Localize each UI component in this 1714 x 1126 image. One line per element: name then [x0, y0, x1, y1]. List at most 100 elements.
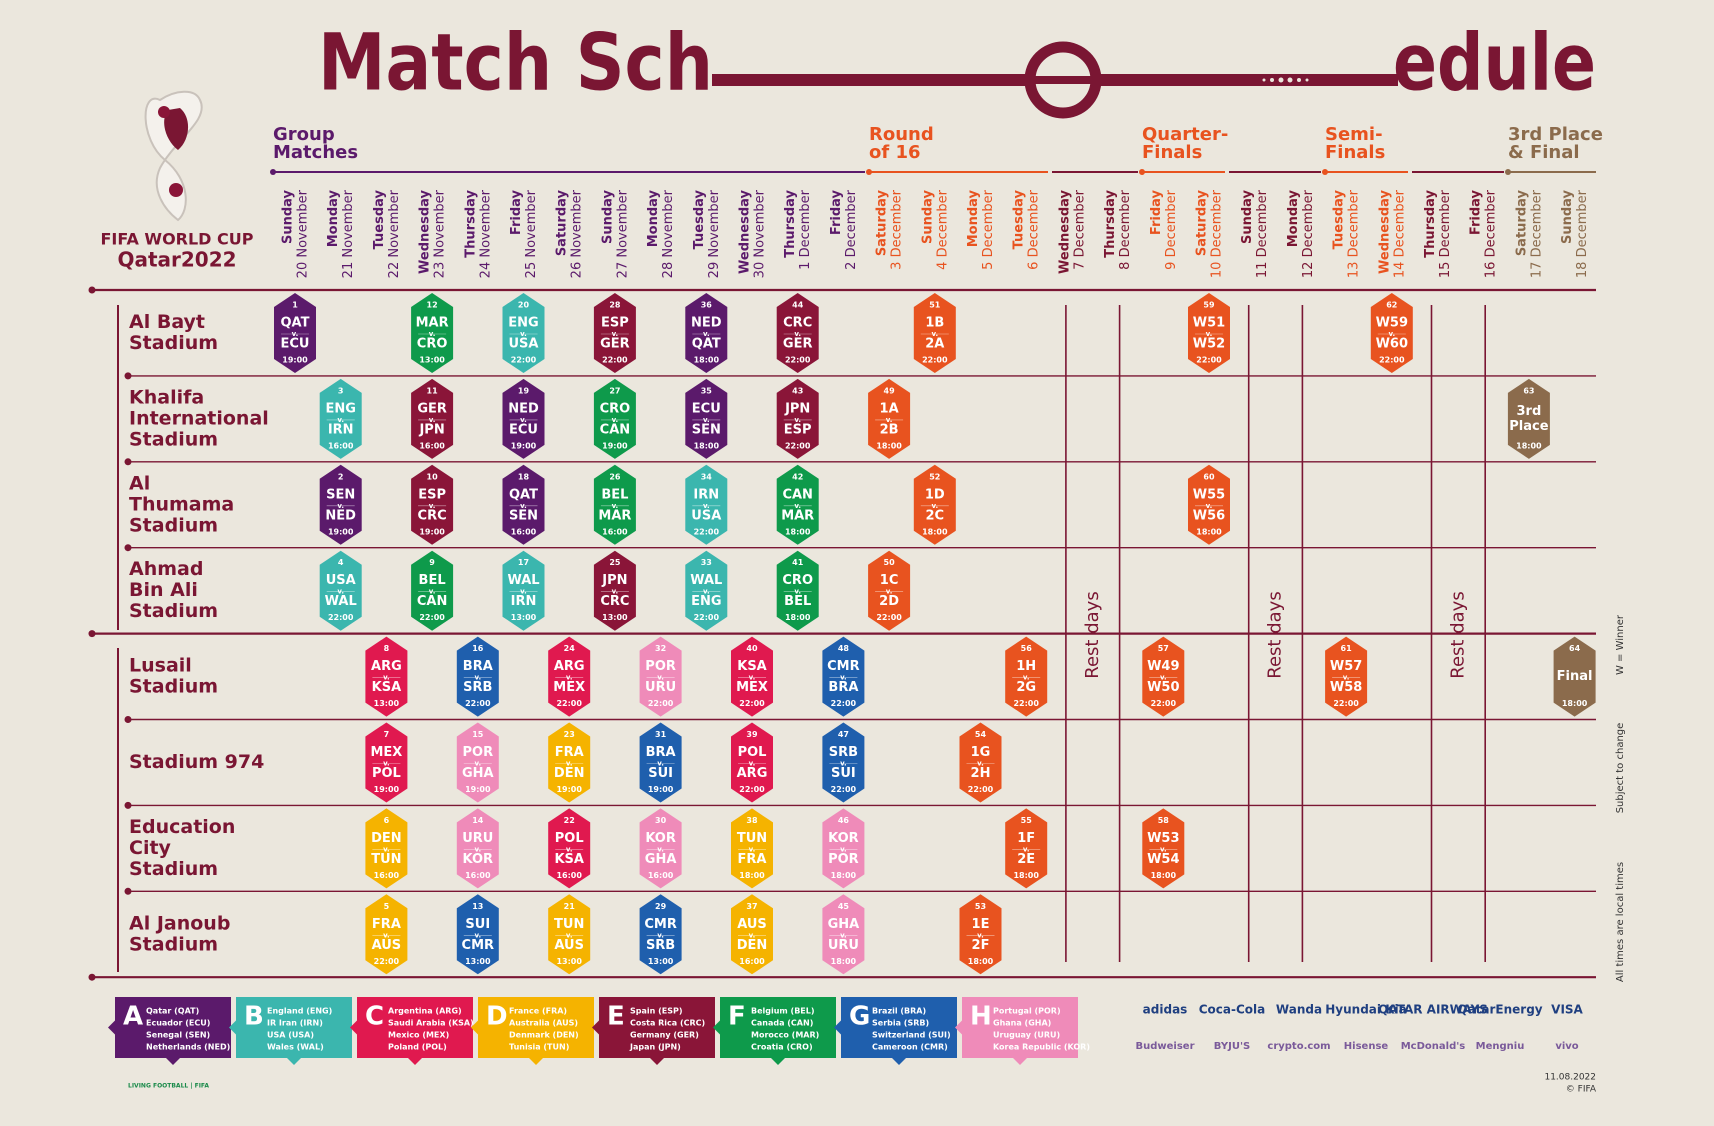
day-weekday: Sunday — [600, 189, 615, 244]
versus: v. — [520, 416, 527, 424]
match-time: 13:00 — [556, 957, 582, 966]
rest-label: Rest days — [1447, 591, 1468, 678]
match-number: 26 — [609, 472, 621, 481]
match-time: 18:00 — [922, 527, 948, 536]
team: W59 — [1376, 316, 1408, 331]
day-date: 9 December — [1164, 189, 1179, 269]
match-number: 23 — [564, 730, 575, 739]
match-number: 34 — [701, 472, 713, 481]
group-box — [599, 997, 715, 1058]
group-team: Ecuador (ECU) — [146, 1019, 210, 1028]
match-time: 16:00 — [374, 871, 400, 880]
match-number: 62 — [1386, 301, 1397, 310]
group-letter: F — [728, 1002, 746, 1032]
team: FRA — [372, 917, 401, 932]
match-number: 44 — [792, 301, 804, 310]
match-hex — [593, 293, 636, 373]
match-number: 49 — [884, 386, 896, 395]
match-number: 9 — [429, 558, 435, 567]
versus: v. — [1206, 330, 1213, 338]
group-team: Argentina (ARG) — [388, 1007, 462, 1016]
match-badge: 50 1Cv.2D 22:00 — [868, 550, 911, 631]
group-team: Korea Republic (KOR) — [993, 1043, 1090, 1052]
match-hex — [502, 464, 545, 545]
match-time: 22:00 — [831, 699, 857, 708]
match-number: 59 — [1203, 301, 1215, 310]
versus: v. — [520, 502, 527, 510]
team: W49 — [1147, 659, 1179, 674]
versus: v. — [840, 931, 847, 939]
stage-title: Round — [869, 124, 934, 145]
team: KSA — [554, 852, 584, 867]
team: W55 — [1193, 487, 1225, 502]
group-team: England (ENG) — [267, 1007, 332, 1016]
group-team: Serbia (SRB) — [872, 1019, 929, 1028]
day-weekday: Friday — [1469, 189, 1484, 235]
title-left: Match Sch — [318, 18, 713, 108]
versus: v. — [337, 416, 344, 424]
group-team: Cameroon (CMR) — [872, 1043, 948, 1052]
group-team: IR Iran (IRN) — [267, 1019, 323, 1028]
match-time: 16:00 — [556, 871, 582, 880]
match-hex — [548, 894, 591, 975]
versus: v. — [794, 330, 801, 338]
team: ESP — [418, 487, 446, 502]
stadium-name: Stadium — [129, 858, 218, 880]
team: SUI — [648, 766, 673, 781]
team: 1G — [971, 745, 991, 760]
match-time: 18:00 — [831, 871, 857, 880]
group-letter: E — [607, 1002, 625, 1032]
day-date: 10 December — [1210, 189, 1225, 278]
day-date: 20 November — [296, 189, 311, 278]
group-team: Spain (ESP) — [630, 1007, 683, 1016]
team: ENG — [691, 594, 721, 609]
match-number: 40 — [746, 644, 758, 653]
match-time: 19:00 — [511, 441, 537, 450]
team: QAT — [281, 316, 310, 331]
team: ESP — [601, 316, 629, 331]
match-time: 16:00 — [739, 957, 765, 966]
day-weekday: Monday — [1286, 189, 1301, 247]
team: 2E — [1017, 852, 1035, 867]
team: 1C — [880, 573, 899, 588]
day-date: 13 December — [1347, 189, 1362, 278]
team: CAN — [782, 487, 812, 502]
versus: v. — [1388, 330, 1395, 338]
team: ENG — [508, 316, 538, 331]
match-time: 22:00 — [465, 699, 491, 708]
group-box — [115, 997, 231, 1058]
group-letter: C — [365, 1002, 384, 1032]
team: 1F — [1017, 831, 1035, 846]
day-date: 16 December — [1484, 189, 1499, 278]
stadium-name: Education — [129, 816, 235, 838]
match-hex — [685, 464, 728, 545]
row-dot — [124, 372, 132, 380]
team: 1H — [1016, 659, 1036, 674]
match-time: 22:00 — [602, 356, 628, 365]
team: QAT — [692, 337, 721, 352]
versus: v. — [429, 416, 436, 424]
group-letter: G — [849, 1002, 870, 1032]
team: 2B — [880, 422, 899, 437]
match-time: 18:00 — [968, 957, 994, 966]
match-number: 6 — [384, 816, 390, 825]
group-box — [357, 997, 473, 1058]
match-badge: 51 1Bv.2A 22:00 — [913, 293, 956, 373]
team: 1D — [925, 487, 945, 502]
team: IRN — [328, 422, 354, 437]
versus: v. — [474, 845, 481, 853]
group-letter: A — [123, 1002, 143, 1032]
match-number: 11 — [427, 386, 439, 395]
match-number: 18 — [518, 472, 530, 481]
versus: v. — [566, 674, 573, 682]
match-hex — [776, 293, 819, 373]
